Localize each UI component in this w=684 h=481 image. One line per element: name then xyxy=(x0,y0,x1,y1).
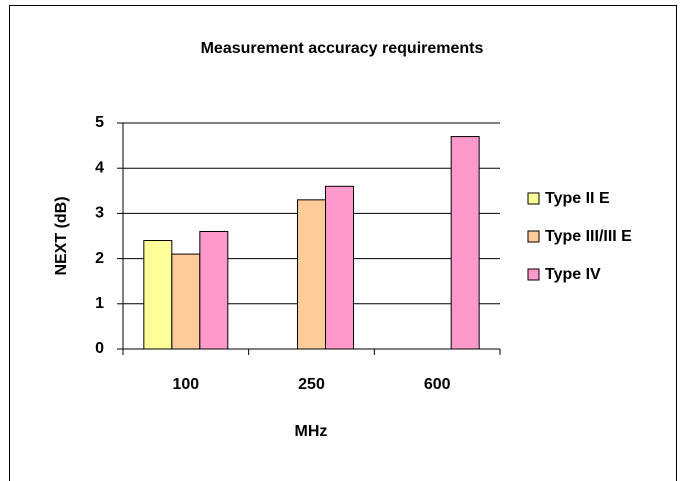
bar xyxy=(297,199,326,350)
chart-title: Measurement accuracy requirements xyxy=(201,40,484,57)
bar xyxy=(199,230,229,350)
bar xyxy=(171,253,201,350)
bar xyxy=(450,136,480,350)
y-tick-label: 5 xyxy=(95,114,104,131)
legend-label: Type III/III E xyxy=(545,228,632,245)
legend-label: Type II E xyxy=(545,190,610,207)
legend-swatch xyxy=(527,268,540,281)
y-tick-label: 1 xyxy=(95,295,104,312)
y-tick-label: 0 xyxy=(95,340,104,357)
x-tick-label: 100 xyxy=(172,376,199,393)
legend-label: Type IV xyxy=(545,266,601,283)
y-tick-label: 4 xyxy=(95,159,104,176)
y-tick-label: 3 xyxy=(95,205,104,222)
x-axis-title: MHz xyxy=(295,423,328,440)
x-tick-label: 600 xyxy=(424,376,451,393)
bar xyxy=(143,240,173,350)
legend-swatch xyxy=(527,192,540,205)
x-tick-label: 250 xyxy=(298,376,325,393)
bar xyxy=(325,185,354,350)
y-axis-title: NEXT (dB) xyxy=(53,196,70,275)
legend-swatch xyxy=(527,230,540,243)
y-tick-label: 2 xyxy=(95,250,104,267)
